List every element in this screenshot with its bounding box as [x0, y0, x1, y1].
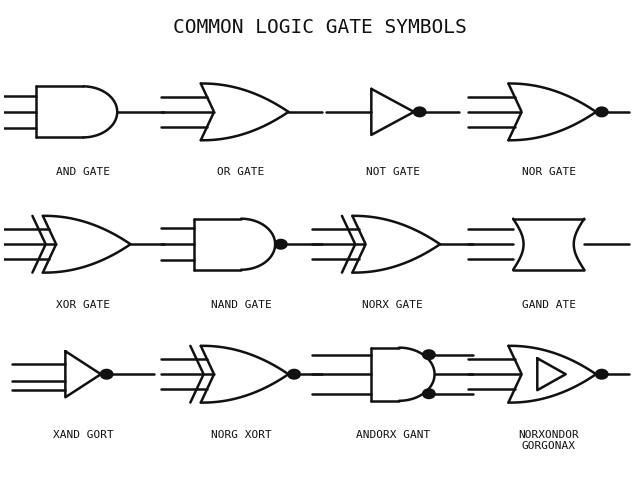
Text: NAND GATE: NAND GATE: [211, 299, 271, 309]
Text: NOT GATE: NOT GATE: [365, 167, 420, 177]
Text: NORX GATE: NORX GATE: [362, 299, 423, 309]
Circle shape: [101, 370, 112, 379]
Text: XAND GORT: XAND GORT: [52, 429, 113, 439]
Text: OR GATE: OR GATE: [218, 167, 265, 177]
Text: NOR GATE: NOR GATE: [522, 167, 575, 177]
Text: XOR GATE: XOR GATE: [56, 299, 110, 309]
Circle shape: [423, 390, 435, 398]
Text: COMMON LOGIC GATE SYMBOLS: COMMON LOGIC GATE SYMBOLS: [173, 18, 467, 37]
Circle shape: [275, 240, 287, 249]
Text: NORXONDOR
GORGONAX: NORXONDOR GORGONAX: [518, 429, 579, 450]
Circle shape: [596, 370, 607, 379]
Text: GAND ATE: GAND ATE: [522, 299, 575, 309]
Circle shape: [423, 351, 435, 359]
Circle shape: [596, 108, 607, 117]
Text: ANDORX GANT: ANDORX GANT: [355, 429, 430, 439]
Circle shape: [289, 370, 300, 379]
Text: NORG XORT: NORG XORT: [211, 429, 271, 439]
Circle shape: [414, 108, 426, 117]
Text: AND GATE: AND GATE: [56, 167, 110, 177]
